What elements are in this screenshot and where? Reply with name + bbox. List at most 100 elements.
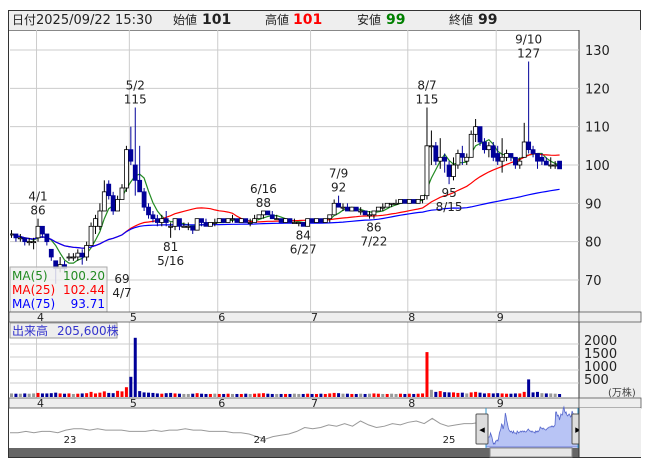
candle[interactable] [234,218,240,223]
handle-body[interactable] [475,413,489,445]
navigator-scrollbar-track[interactable] [9,448,579,457]
candle[interactable] [119,184,125,200]
candle[interactable] [345,203,350,212]
candle[interactable] [543,157,549,166]
navigator-scrollbar-thumb[interactable] [489,447,573,458]
candle[interactable] [296,222,302,227]
candle[interactable] [230,214,235,223]
candle[interactable] [221,218,227,223]
candle[interactable] [362,210,368,216]
candle[interactable] [504,149,509,162]
candle[interactable] [278,218,284,223]
candle[interactable] [132,107,138,196]
candle[interactable] [84,241,90,261]
candle[interactable] [433,141,439,165]
candle[interactable] [203,218,209,227]
candle[interactable] [31,237,37,250]
candle[interactable] [141,187,147,211]
candle[interactable] [371,210,377,219]
candle[interactable] [353,206,359,212]
candle[interactable] [526,61,532,154]
candle[interactable] [137,145,143,193]
candle[interactable] [146,203,151,219]
candle[interactable] [375,206,381,212]
candle[interactable] [238,218,244,223]
candle[interactable] [512,156,518,169]
candle[interactable] [243,218,249,223]
candle[interactable] [185,222,191,231]
candle[interactable] [384,202,390,208]
candle[interactable] [535,153,540,169]
candle[interactable] [269,210,275,220]
candle[interactable] [517,157,523,169]
candle[interactable] [40,225,45,238]
candle[interactable] [473,118,479,142]
candle[interactable] [442,153,448,173]
candle[interactable] [349,206,355,212]
candle[interactable] [389,202,395,208]
candle[interactable] [358,207,364,215]
candle[interactable] [451,157,456,181]
candle[interactable] [265,210,271,216]
candle[interactable] [336,195,341,208]
candle[interactable] [79,249,85,265]
candle[interactable] [464,153,470,165]
candle[interactable] [455,149,461,169]
candle[interactable] [402,199,408,204]
candle[interactable] [393,199,399,205]
candle[interactable] [35,218,41,242]
candle[interactable] [190,225,196,234]
candle[interactable] [48,248,54,261]
candle[interactable] [110,191,116,215]
candle[interactable] [300,222,306,227]
candle[interactable] [216,218,222,223]
candle[interactable] [477,126,483,146]
candle[interactable] [199,218,204,227]
candle[interactable] [508,153,514,162]
candle[interactable] [557,160,562,170]
candle[interactable] [159,214,165,227]
candle[interactable] [411,199,417,204]
candle[interactable] [539,153,545,165]
candle[interactable] [340,203,346,211]
candle[interactable] [252,214,258,223]
candle[interactable] [398,199,403,204]
candle[interactable] [97,203,103,231]
candle[interactable] [552,161,558,169]
candle[interactable] [194,218,200,231]
candle[interactable] [106,180,112,200]
candle[interactable] [428,130,434,165]
candle[interactable] [75,249,81,261]
candle[interactable] [66,253,72,261]
candle[interactable] [44,233,50,246]
candle[interactable] [287,218,293,223]
candle[interactable] [115,195,120,212]
candle[interactable] [322,218,328,223]
candle[interactable] [10,230,14,238]
candle[interactable] [154,214,160,227]
candle[interactable] [177,218,182,231]
candle[interactable] [88,222,94,246]
candle[interactable] [150,210,156,223]
candle[interactable] [225,218,231,223]
candle[interactable] [530,145,536,158]
candle[interactable] [207,222,213,227]
candle[interactable] [482,138,487,154]
navigator-left-handle[interactable]: ◂ [475,413,489,445]
candle[interactable] [314,218,319,223]
candle[interactable] [212,218,218,227]
candle[interactable] [163,210,169,227]
candle[interactable] [367,210,372,219]
candle[interactable] [406,199,412,204]
candle[interactable] [331,199,337,216]
candle[interactable] [261,210,266,219]
candle[interactable] [26,237,32,246]
candle[interactable] [415,199,421,204]
candle[interactable] [495,145,501,165]
candle[interactable] [486,141,492,158]
candle[interactable] [327,214,333,223]
candle[interactable] [247,218,253,227]
candle[interactable] [521,122,527,158]
candle[interactable] [490,141,496,162]
